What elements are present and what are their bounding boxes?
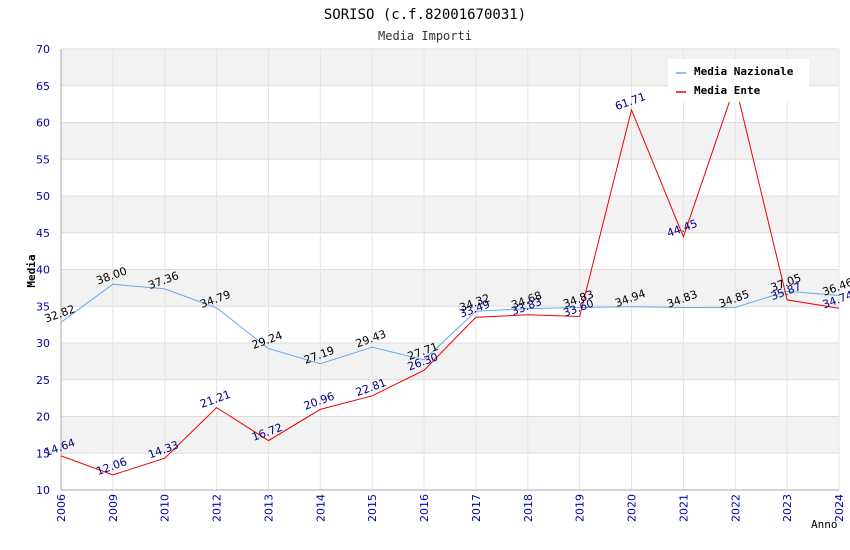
x-tick-label-2015: 2015	[366, 494, 379, 522]
y-tick-label-70: 70	[36, 43, 50, 56]
x-tick-label-2013: 2013	[262, 494, 275, 522]
data-label-media-ente-2012: 21.21	[198, 388, 232, 411]
legend-box	[668, 59, 809, 102]
y-axis-label: Media	[25, 254, 38, 287]
x-tick-label-2021: 2021	[677, 494, 690, 522]
legend-label-media-nazionale: Media Nazionale	[694, 65, 794, 78]
chart-subtitle: Media Importi	[378, 29, 472, 43]
x-tick-label-2022: 2022	[729, 494, 742, 522]
y-tick-label-45: 45	[36, 227, 50, 240]
series-lines	[60, 82, 840, 476]
x-tick-label-2017: 2017	[470, 494, 483, 522]
plot-background-bands	[61, 49, 839, 454]
y-tick-label-65: 65	[36, 80, 50, 93]
y-tick-label-10: 10	[36, 484, 50, 497]
y-tick-label-50: 50	[36, 190, 50, 203]
y-tick-label-40: 40	[36, 264, 50, 277]
series-line-media-nazionale	[60, 283, 840, 365]
plot-band	[61, 269, 839, 307]
plot-band	[61, 196, 839, 233]
plot-band	[61, 416, 839, 454]
legend: Media Nazionale Media Ente	[668, 59, 809, 102]
data-label-media-ente-2014: 20.96	[302, 390, 336, 413]
y-tick-label-15: 15	[36, 447, 50, 460]
x-tick-label-2020: 2020	[626, 494, 639, 522]
plot-band	[61, 122, 839, 160]
x-tick-labels: 2006 2009 2010 2012 2013 2014 2015 2016 2017 2018…	[55, 494, 846, 522]
x-tick-label-2016: 2016	[418, 494, 431, 522]
x-tick-label-2014: 2014	[314, 494, 327, 522]
x-tick-label-2009: 2009	[107, 494, 120, 522]
data-label-media-ente-2020: 61.71	[613, 90, 647, 113]
y-tick-label-55: 55	[36, 153, 50, 166]
y-tick-labels: 10 15 20 25 30 35 40 45 50 55 60 65 70	[36, 43, 50, 497]
y-tick-label-35: 35	[36, 300, 50, 313]
y-tick-label-25: 25	[36, 374, 50, 387]
legend-label-media-ente: Media Ente	[694, 84, 761, 97]
x-tick-label-2019: 2019	[574, 494, 587, 522]
data-label-media-ente-2006: 14.64	[43, 436, 77, 459]
x-tick-label-2024: 2024	[833, 494, 846, 522]
x-axis-label: Anno	[811, 518, 838, 531]
x-tick-label-2006: 2006	[55, 494, 68, 522]
y-tick-label-60: 60	[36, 117, 50, 130]
x-tick-label-2018: 2018	[522, 494, 535, 522]
x-tick-label-2012: 2012	[211, 494, 224, 522]
y-tick-label-20: 20	[36, 411, 50, 424]
x-tick-label-2023: 2023	[781, 494, 794, 522]
chart-title: SORISO (c.f.82001670031)	[324, 7, 526, 23]
x-tick-label-2010: 2010	[159, 494, 172, 522]
y-tick-label-30: 30	[36, 337, 50, 350]
plot-band	[61, 343, 839, 380]
axes	[60, 49, 839, 491]
series-line-media-ente	[60, 82, 840, 476]
